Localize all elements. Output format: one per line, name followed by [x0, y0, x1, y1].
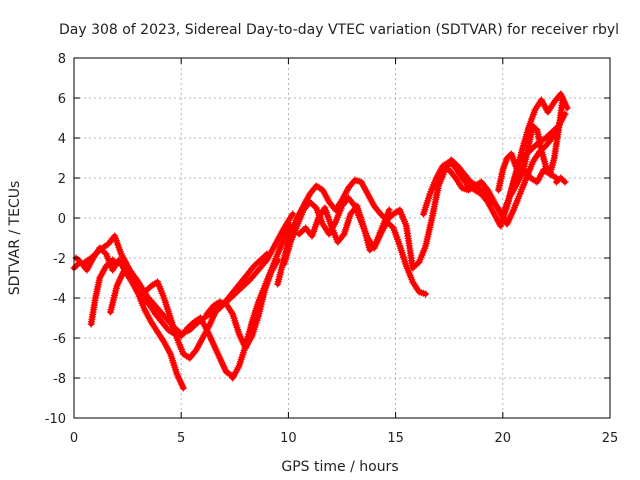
y-tick-label: 6: [58, 92, 66, 107]
series-markers: [507, 166, 560, 198]
series-markers: [229, 222, 294, 382]
series-markers: [87, 254, 127, 328]
series-markers: [445, 126, 562, 228]
x-tick-label: 25: [602, 431, 619, 446]
x-axis-label: GPS time / hours: [281, 459, 398, 475]
x-tick-label: 20: [495, 431, 512, 446]
y-tick-label: -4: [53, 292, 66, 307]
series-arc-5: [141, 250, 271, 362]
series-arc-15: [552, 174, 569, 186]
x-tick-label: 0: [70, 431, 78, 446]
plot-frame: [73, 57, 611, 419]
chart-title: Day 308 of 2023, Sidereal Day-to-day VTE…: [59, 22, 619, 38]
y-tick-label: -6: [53, 332, 66, 347]
series-arc-10: [295, 202, 393, 254]
series-arc-13: [495, 94, 567, 194]
y-tick-label: 0: [58, 212, 66, 227]
y-tick-label: -10: [45, 412, 66, 427]
y-tick-label: 2: [58, 172, 66, 187]
series-markers: [141, 250, 271, 362]
series-arc-14: [507, 166, 560, 198]
x-tick-label: 10: [280, 431, 297, 446]
y-tick-label: 4: [58, 132, 66, 147]
y-tick-label: 8: [58, 52, 66, 67]
y-axis-label: SDTVAR / TECUs: [7, 181, 23, 296]
y-tick-label: -8: [53, 372, 66, 387]
y-tick-label: -2: [53, 252, 66, 267]
data-series: [70, 90, 571, 392]
series-arc-3: [87, 254, 127, 328]
series-markers: [295, 202, 393, 254]
x-tick-label: 15: [387, 431, 404, 446]
series-markers: [552, 174, 569, 186]
x-tick-label: 5: [177, 431, 185, 446]
series-markers: [495, 94, 567, 194]
axis-ticks: -10 -8 -6 -4 -2 0 2 4 6 8 0 5 10 15 20 25: [45, 52, 619, 446]
series-arc-7: [229, 222, 294, 382]
